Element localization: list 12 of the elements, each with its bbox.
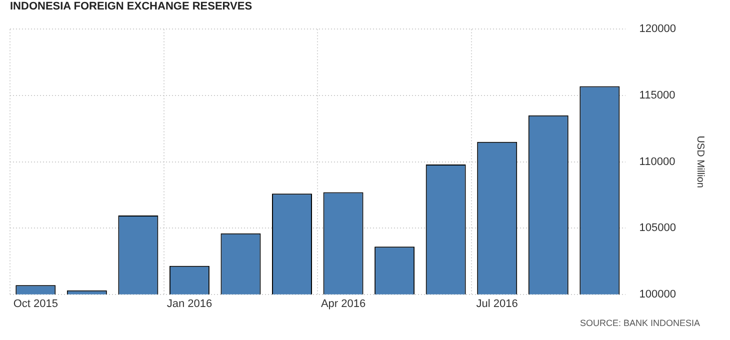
source-note: SOURCE: BANK INDONESIA (580, 318, 700, 328)
y-tick-label: 110000 (639, 156, 676, 168)
y-axis-title: USD Million (694, 136, 706, 188)
y-tick-label: 120000 (639, 23, 676, 36)
x-tick-label: Jan 2016 (166, 298, 212, 310)
y-tick-label: 115000 (639, 90, 676, 102)
x-tick-label: Jul 2016 (476, 298, 518, 310)
y-tick-label: 105000 (639, 222, 676, 234)
x-tick-label: Apr 2016 (320, 298, 366, 310)
y-tick-label: 100000 (639, 288, 676, 300)
chart-title: INDONESIA FOREIGN EXCHANGE RESERVES (10, 0, 252, 13)
x-tick-label: Oct 2015 (13, 298, 58, 310)
